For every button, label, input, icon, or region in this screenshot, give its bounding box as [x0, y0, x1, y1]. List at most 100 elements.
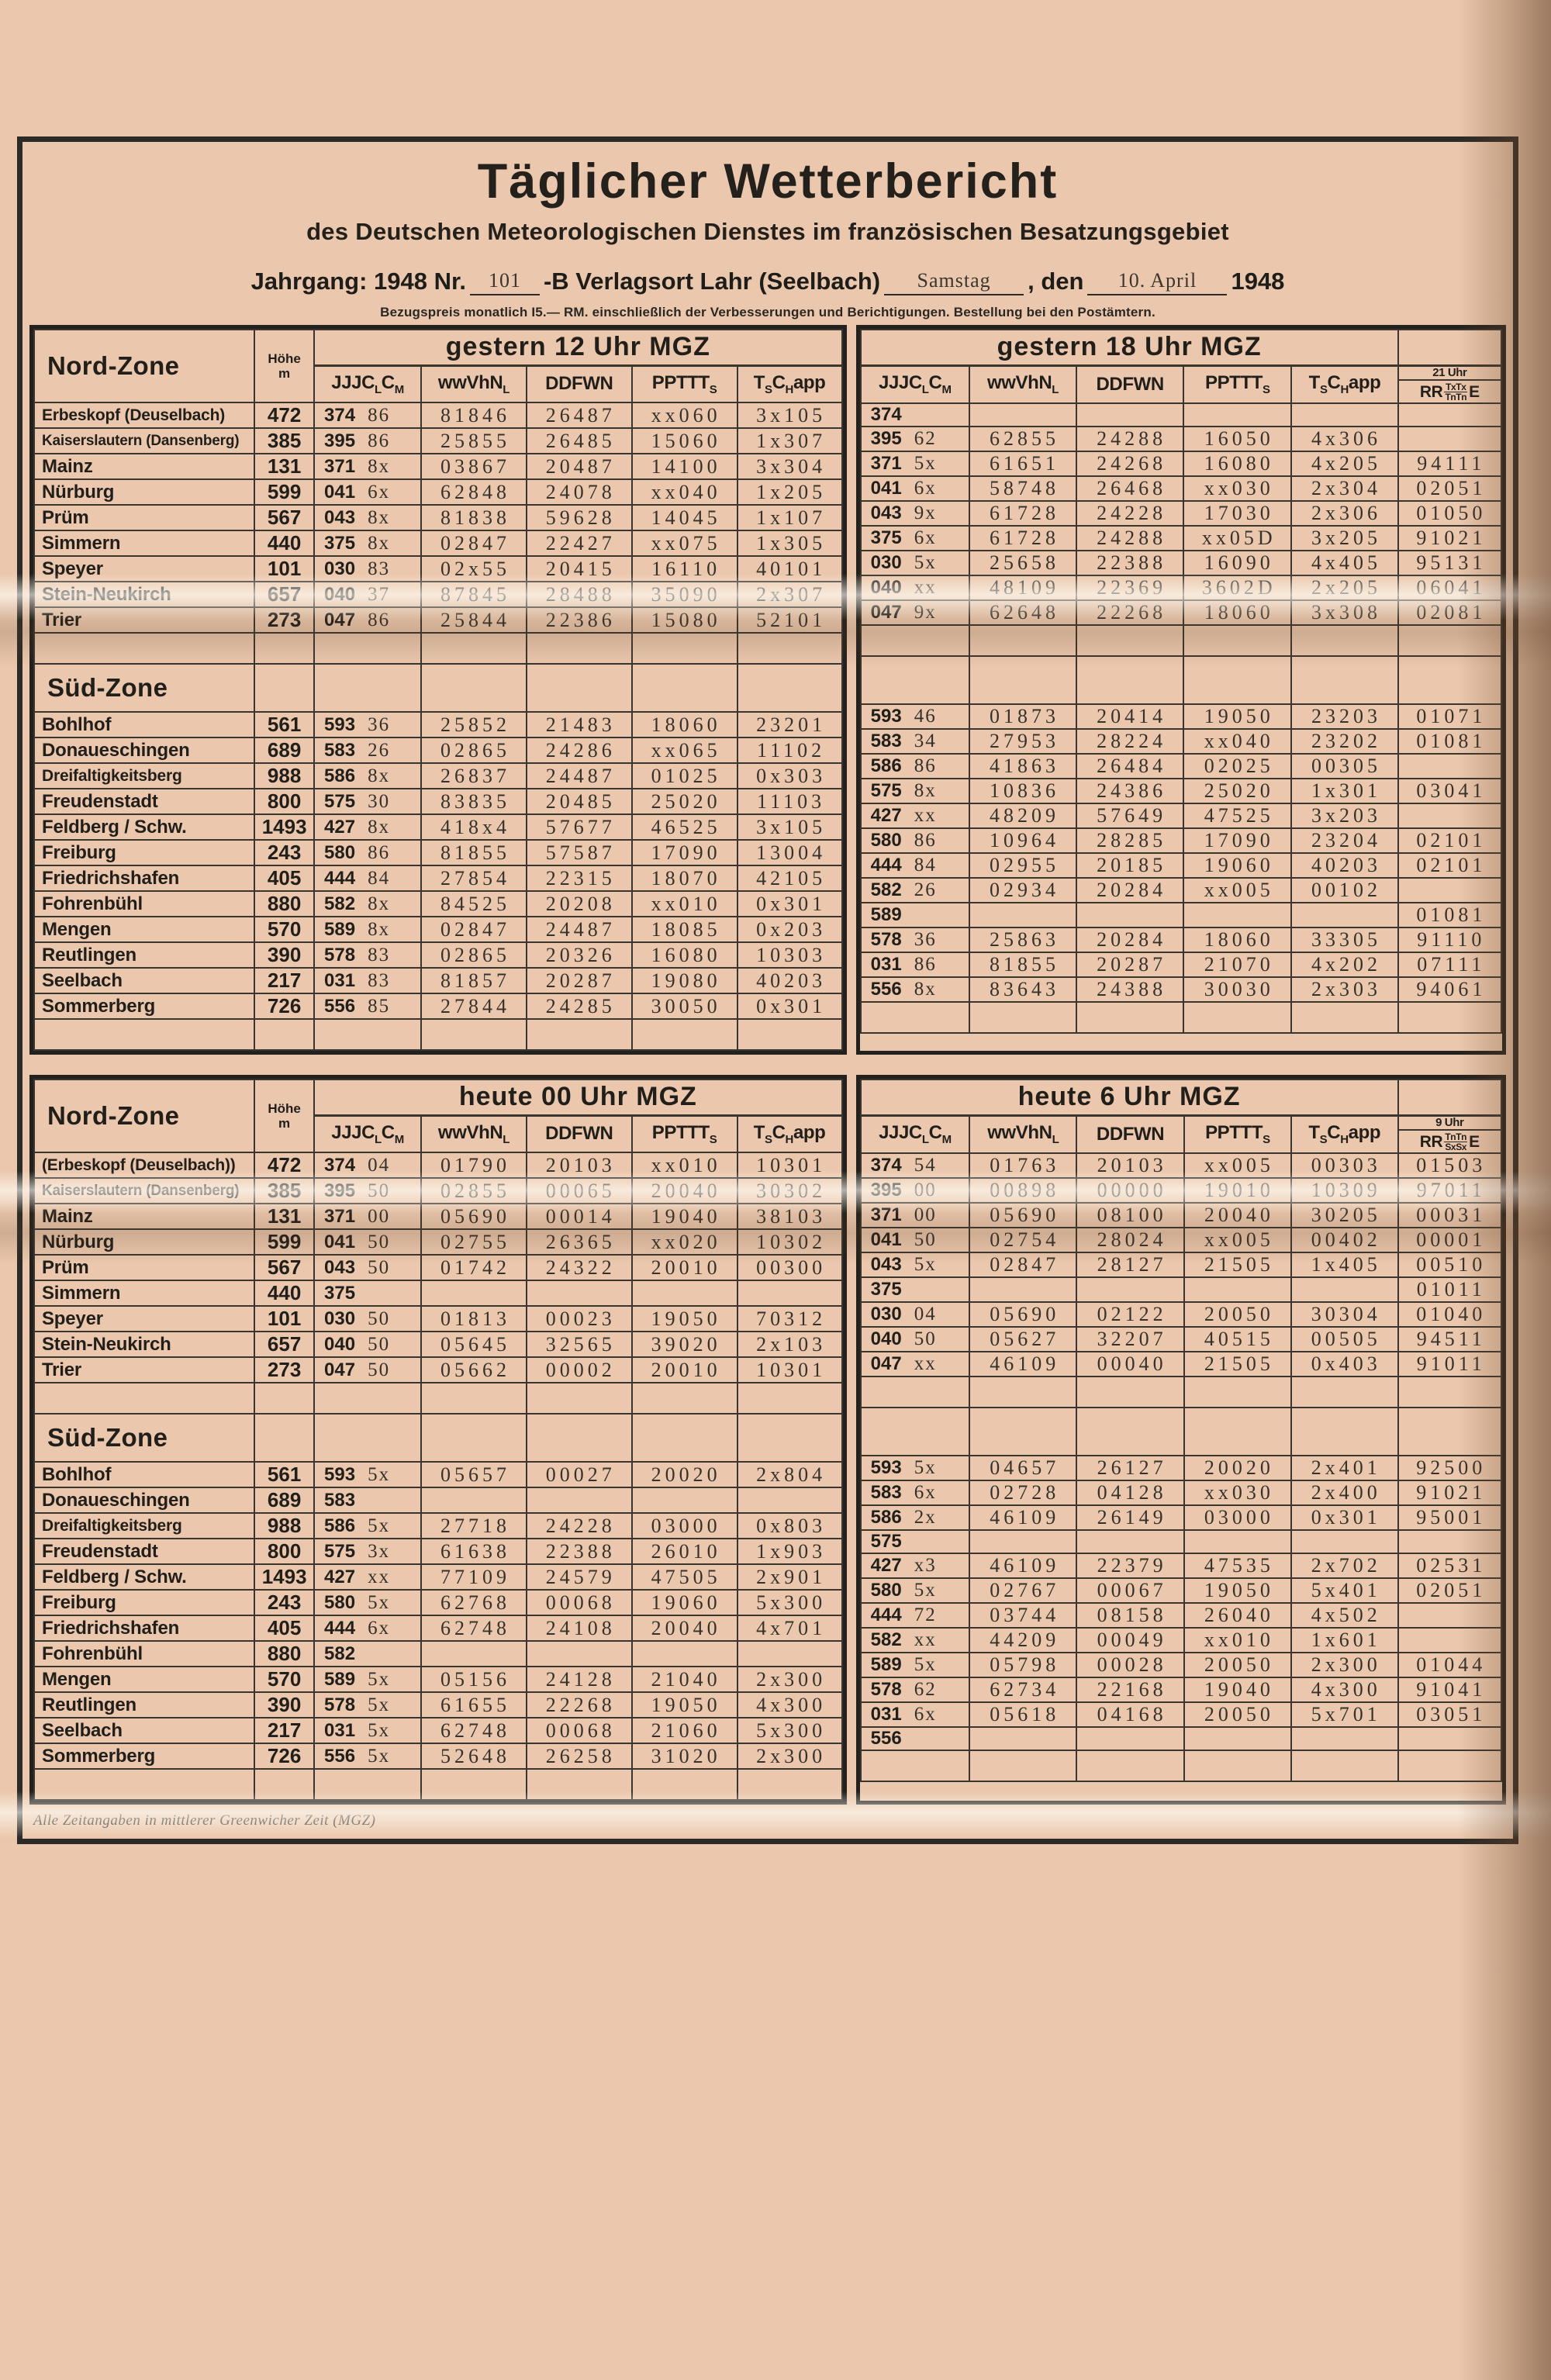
table-row: Freudenstadt 800 575 30 83835 20485 25020 11103: [33, 788, 843, 816]
col-rr-header: 21 Uhr RR TxTx TnTn E: [1397, 364, 1503, 404]
cell-ddfwn: 26127: [1076, 1454, 1185, 1481]
cell-wwvhnl: 01873: [968, 703, 1078, 730]
cell-wwvhnl: 25852: [420, 711, 527, 739]
table1-left-zone-title: Nord-Zone: [33, 329, 256, 404]
cell-tschapp: 1x301: [1290, 777, 1399, 804]
cell-ppttts: 26010: [630, 1538, 738, 1566]
zone-blank-3: [525, 663, 633, 713]
table-row: 427 x3 46109 22379 47535 2x702 02531: [859, 1552, 1503, 1579]
weekday-field[interactable]: Samstag: [884, 269, 1024, 296]
station-altitude: 385: [254, 1177, 316, 1205]
station-altitude: 472: [254, 402, 316, 430]
blank-cell: [1076, 623, 1185, 657]
cell-tschapp: 2x401: [1290, 1454, 1399, 1481]
cell-jjjclcm: 593 36: [313, 711, 423, 739]
cell-rr: 91021: [1397, 524, 1503, 551]
cell-ppttts: xx065: [630, 737, 738, 765]
table-row: Bohlhof 561 593 5x 05657 00027 20020 2x804: [33, 1461, 843, 1489]
date-field[interactable]: 10. April: [1087, 269, 1228, 296]
cell-tschapp: 2x300: [736, 1743, 843, 1770]
cell-tschapp: 00305: [1290, 752, 1399, 779]
cell-ddfwn: 20415: [525, 555, 633, 583]
table2-left-zone-title: Nord-Zone: [33, 1079, 256, 1154]
station-altitude: 880: [254, 1640, 316, 1668]
blank-cell: [736, 1382, 843, 1415]
station-altitude: 101: [254, 555, 316, 583]
blank-cell: [736, 1018, 843, 1052]
table-row: Reutlingen 390 578 5x 61655 22268 19050 4x300: [33, 1691, 843, 1719]
cell-jjjclcm: 041 50: [313, 1228, 423, 1256]
cell-rr: 02101: [1397, 851, 1503, 879]
cell-jjjclcm: 586 86: [859, 752, 970, 779]
issue-line-prefix: Jahrgang: 1948 Nr.: [250, 268, 466, 295]
table-row: Dreifaltigkeitsberg 988 586 5x 27718 24228 030…: [33, 1512, 843, 1540]
zone-blank-cell: [968, 655, 1078, 705]
issue-number-field[interactable]: 101: [469, 269, 540, 296]
table-row: (Erbeskopf (Deuselbach)) 472 374 04 01790 201…: [33, 1152, 843, 1180]
station-name: (Erbeskopf (Deuselbach)): [33, 1152, 256, 1180]
blank-cell: [1290, 1375, 1399, 1408]
cell-ddfwn: 28488: [525, 581, 633, 609]
table-row: Freiburg 243 580 86 81855 57587 17090 13004: [33, 839, 843, 867]
hoehe-label-2: Höhe: [268, 1100, 301, 1116]
cell-jjjclcm: 375 8x: [313, 530, 423, 558]
col-wwvhnl-r: wwVhNL: [968, 364, 1078, 404]
station-name: Simmern: [33, 530, 256, 558]
col-pptttS-2r: PPTTTS: [1183, 1114, 1293, 1154]
cell-wwvhnl: 62768: [420, 1589, 527, 1617]
cell-wwvhnl: 27844: [420, 993, 527, 1021]
cell-wwvhnl: 81855: [968, 951, 1078, 978]
cell-ppttts: 30030: [1183, 976, 1293, 1003]
table-row: 578 62 62734 22168 19040 4x300 91041: [859, 1676, 1503, 1703]
cell-tschapp: 10303: [736, 941, 843, 969]
cell-wwvhnl: 25844: [420, 606, 527, 634]
blank-cell: [525, 1768, 633, 1801]
cell-rr: 02051: [1397, 1577, 1503, 1604]
cell-jjjclcm: 575: [859, 1529, 971, 1554]
cell-tschapp: 2x304: [1290, 475, 1399, 502]
cell-jjjclcm: 043 5x: [859, 1251, 971, 1278]
col-ddfwn-2r: DDFWN: [1076, 1114, 1185, 1154]
cell-ddfwn: 20284: [1076, 926, 1185, 953]
cell-tschapp: 10301: [736, 1356, 843, 1384]
table2-left-title: heute 00 Uhr MGZ: [313, 1079, 843, 1117]
table-row: Simmern 440 375 8x 02847 22427 xx075 1x305: [33, 530, 843, 558]
cell-ddfwn: 20185: [1076, 851, 1185, 879]
cell-ddfwn: 24288: [1076, 425, 1185, 452]
table-row: Bohlhof 561 593 36 25852 21483 18060 23201: [33, 711, 843, 739]
station-name: Bohlhof: [33, 1461, 256, 1489]
blank-cell: [1076, 1375, 1185, 1408]
cell-ddfwn: 00002: [525, 1356, 633, 1384]
table-row: Fohrenbühl 880 582 8x 84525 20208 xx010 0x301: [33, 890, 843, 918]
cell-tschapp: 3x203: [1290, 802, 1399, 829]
zone-blank-1: [313, 663, 423, 713]
table-row: 031 86 81855 20287 21070 4x202 07111: [859, 951, 1503, 978]
zone-blank-cell: [1183, 655, 1293, 705]
cell-tschapp: 70312: [736, 1305, 843, 1333]
cell-jjjclcm: 556 8x: [859, 976, 970, 1003]
table-row: Mengen 570 589 5x 05156 24128 21040 2x300: [33, 1666, 843, 1694]
table1-right-sued-body: 593 46 01873 20414 19050 23203 01071 583 34 27953…: [859, 655, 1503, 1034]
cell-ppttts: xx040: [630, 478, 738, 506]
blank-cell: [33, 632, 256, 665]
table-row: Freudenstadt 800 575 3x 61638 22388 26010 1x903: [33, 1538, 843, 1566]
zone-blank-cell: [1290, 655, 1399, 705]
station-altitude: 440: [254, 530, 316, 558]
cell-wwvhnl: 83835: [420, 788, 527, 816]
cell-ppttts: 16110: [630, 555, 738, 583]
station-name: Trier: [33, 1356, 256, 1384]
cell-wwvhnl: 05690: [969, 1201, 1078, 1228]
cell-tschapp: 2x103: [736, 1331, 843, 1359]
station-name: Kaiserslautern (Dansenberg): [33, 427, 256, 455]
blank-row: [33, 632, 843, 665]
blank-row: [33, 1768, 843, 1801]
station-name: Reutlingen: [33, 941, 256, 969]
table-row: 041 6x 58748 26468 xx030 2x304 02051: [859, 475, 1503, 502]
rr-numerator-2: TnTn: [1444, 1131, 1468, 1143]
cell-ddfwn: 00028: [1076, 1651, 1185, 1678]
cell-ppttts: xx040: [1183, 727, 1293, 755]
cell-jjjclcm: 395 86: [313, 427, 423, 455]
cell-wwvhnl: 01763: [969, 1152, 1078, 1179]
blank-cell: [859, 1375, 971, 1408]
cell-jjjclcm: 043 9x: [859, 499, 970, 527]
